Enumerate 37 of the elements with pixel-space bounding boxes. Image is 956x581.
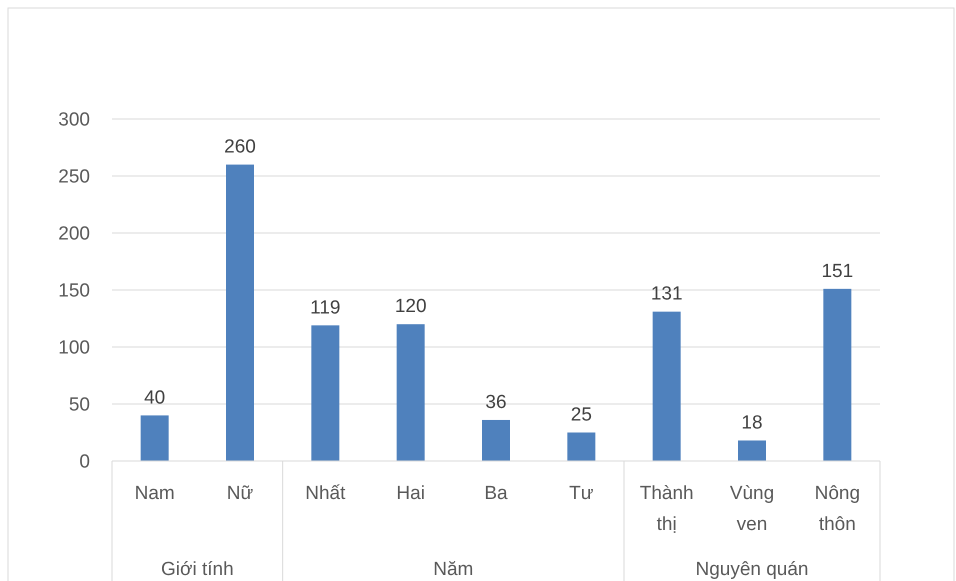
bar bbox=[823, 288, 852, 461]
x-tick-label: Thành thị bbox=[640, 483, 694, 535]
x-tick-label: Nữ bbox=[226, 483, 254, 504]
data-label: 260 bbox=[224, 136, 256, 158]
x-tick-label: Nông thôn bbox=[814, 483, 860, 535]
x-tick-label: Nhất bbox=[305, 483, 346, 504]
data-label: 120 bbox=[394, 296, 427, 318]
data-label: 40 bbox=[144, 387, 166, 408]
x-tick-label: Tư bbox=[569, 483, 594, 504]
y-tick-label: 100 bbox=[58, 338, 90, 359]
bar bbox=[567, 432, 596, 461]
y-tick-label: 300 bbox=[58, 110, 90, 131]
y-tick-label: 0 bbox=[79, 452, 90, 473]
x-tick-label: Vùng ven bbox=[730, 483, 774, 535]
data-label: 131 bbox=[650, 284, 683, 305]
y-tick-label: 150 bbox=[58, 280, 90, 302]
y-tick-label: 50 bbox=[68, 394, 90, 416]
y-tick-label: 250 bbox=[58, 166, 90, 188]
bar bbox=[226, 164, 254, 461]
data-label: 151 bbox=[821, 260, 854, 282]
x-tick-label: Ba bbox=[484, 483, 508, 504]
data-label: 25 bbox=[570, 404, 592, 426]
bar bbox=[396, 324, 425, 461]
data-label: 36 bbox=[485, 392, 507, 413]
bar bbox=[140, 415, 169, 461]
bar bbox=[311, 325, 340, 461]
bar bbox=[738, 440, 766, 461]
x-tick-label: Hai bbox=[396, 483, 425, 504]
text: Năm bbox=[433, 559, 474, 580]
text: Nguyên quán bbox=[695, 559, 809, 580]
bar bbox=[482, 420, 510, 461]
y-tick-label: 200 bbox=[58, 224, 90, 245]
data-label: 119 bbox=[310, 297, 340, 318]
x-tick-label: Nam bbox=[134, 483, 175, 504]
text: Giới tính bbox=[161, 559, 234, 580]
bar bbox=[652, 312, 681, 461]
data-label: 18 bbox=[741, 412, 763, 434]
